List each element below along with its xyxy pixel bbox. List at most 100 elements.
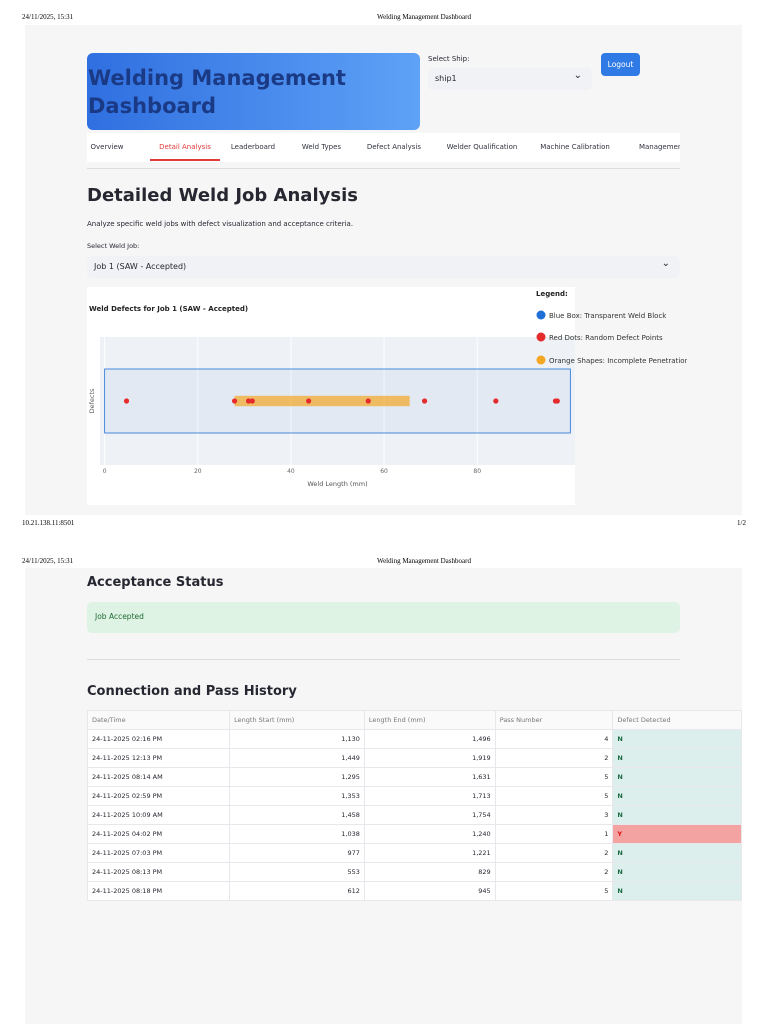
- table-cell: 1,496: [363, 729, 496, 749]
- table-cell: 977: [229, 843, 365, 863]
- table-cell: N: [612, 881, 742, 901]
- table-cell: 2: [494, 843, 614, 863]
- incomplete-penetration: [234, 395, 410, 407]
- table-cell: 1,221: [363, 843, 496, 863]
- table-cell: 2: [494, 862, 614, 882]
- legend-title: Legend:: [536, 290, 568, 298]
- column-header[interactable]: Date/Time: [86, 710, 231, 730]
- table-row: 24-11-2025 10:09 AM 1,458 1,754 3 N: [86, 805, 742, 825]
- defect-point: [123, 398, 130, 404]
- table-cell: N: [612, 729, 742, 749]
- y-axis-label: Defects: [88, 388, 96, 413]
- tab[interactable]: Machine Calibration: [540, 143, 610, 151]
- table-row: 24-11-2025 08:18 PM 612 945 5 N: [86, 881, 742, 901]
- table-cell: 1,449: [229, 748, 365, 768]
- job-label: Select Weld Job:: [87, 242, 140, 250]
- job-value: Job 1 (SAW - Accepted): [94, 262, 187, 271]
- print-page: 1/2: [737, 519, 746, 527]
- x-axis-label: Weld Length (mm): [307, 480, 367, 488]
- table-cell: 5: [494, 881, 614, 901]
- table-cell: 4: [494, 729, 614, 749]
- table-cell: 1,919: [363, 748, 496, 768]
- print-title: Welding Management Dashboard: [377, 13, 471, 21]
- chart: Weld Defects for Job 1 (SAW - Accepted) 0…: [87, 287, 687, 505]
- table-cell: N: [612, 843, 742, 863]
- table-cell: 553: [229, 862, 365, 882]
- defect-point: [421, 398, 428, 404]
- ship-select[interactable]: ship1: [428, 65, 592, 90]
- ship-label: Select Ship:: [428, 55, 470, 63]
- section-description: Analyze specific weld jobs with defect v…: [87, 220, 354, 228]
- table-cell: 1,754: [363, 805, 496, 825]
- x-tick-label: 80: [473, 468, 481, 475]
- logout-button[interactable]: Logout: [601, 53, 640, 76]
- table-cell: 24-11-2025 08:14 AM: [86, 767, 231, 787]
- tab-bar: Overview Detail Analysis Leaderboard Weld T…: [87, 133, 680, 162]
- table-cell: N: [612, 862, 742, 882]
- table-cell: 3: [494, 805, 614, 825]
- table-cell: 24-11-2025 08:18 PM: [86, 881, 231, 901]
- table-row: 24-11-2025 12:13 PM 1,449 1,919 2 N: [86, 748, 742, 768]
- x-tick-label: 40: [287, 468, 295, 475]
- table-cell: 1,130: [229, 729, 365, 749]
- table-cell: 1,458: [229, 805, 365, 825]
- defect-point: [365, 398, 371, 404]
- job-select[interactable]: Job 1 (SAW - Accepted): [87, 253, 680, 278]
- print-title: Welding Management Dashboard: [377, 557, 471, 565]
- table-row: 24-11-2025 07:03 PM 977 1,221 2 N: [86, 843, 742, 863]
- app-title: Welding Management Dashboard: [88, 66, 346, 118]
- table-cell: 5: [494, 767, 614, 787]
- table-cell: 1,631: [363, 767, 496, 787]
- title-banner: Welding Management Dashboard: [87, 53, 420, 130]
- defect-point: [306, 398, 312, 404]
- table-cell: 24-11-2025 10:09 AM: [86, 805, 231, 825]
- table-cell: 1,038: [229, 824, 365, 844]
- defect-point: [231, 398, 238, 404]
- tab[interactable]: Weld Types: [301, 143, 342, 151]
- defect-point: [245, 398, 252, 404]
- column-header[interactable]: Length Start (mm): [229, 710, 365, 730]
- table-row: 24-11-2025 02:59 PM 1,353 1,713 5 N: [86, 786, 742, 806]
- table-row: 24-11-2025 08:14 AM 1,295 1,631 5 N: [86, 767, 742, 787]
- column-header[interactable]: Defect Detected: [612, 710, 742, 730]
- table-cell: 1,713: [363, 786, 496, 806]
- history-heading: Connection and Pass History: [87, 684, 297, 699]
- legend-icon: [536, 355, 546, 365]
- legend-label: Blue Box: Transparent Weld Block: [549, 312, 667, 320]
- table-cell: N: [612, 767, 742, 787]
- table-cell: 24-11-2025 02:16 PM: [86, 729, 231, 749]
- table-cell: 5: [494, 786, 614, 806]
- legend-icon: [536, 310, 546, 320]
- table-cell: 1,353: [229, 786, 365, 806]
- table-cell: N: [612, 748, 742, 768]
- defect-point: [249, 398, 255, 404]
- print-date: 24/11/2025, 15:31: [22, 557, 74, 565]
- tab[interactable]: Defect Analysis: [366, 143, 422, 151]
- divider: [87, 168, 680, 169]
- table-cell: 24-11-2025 07:03 PM: [86, 843, 231, 863]
- tab[interactable]: Management: [638, 143, 680, 151]
- table-cell: 1,240: [363, 824, 496, 844]
- table-cell: 1,295: [229, 767, 365, 787]
- tab[interactable]: Welder Qualification: [446, 143, 518, 151]
- table-cell: 1: [494, 824, 614, 844]
- section-heading: Detailed Weld Job Analysis: [87, 185, 358, 206]
- table-cell: 24-11-2025 12:13 PM: [86, 748, 231, 768]
- table-cell: 24-11-2025 02:59 PM: [86, 786, 231, 806]
- table-cell: 612: [229, 881, 365, 901]
- tab[interactable]: Leaderboard: [230, 143, 276, 151]
- table-row: 24-11-2025 02:16 PM 1,130 1,496 4 N: [86, 729, 742, 749]
- defect-point: [554, 398, 560, 404]
- ship-value: ship1: [435, 74, 457, 83]
- table-row: 24-11-2025 08:13 PM 553 829 2 N: [86, 862, 742, 882]
- column-header[interactable]: Pass Number: [494, 710, 614, 730]
- tab[interactable]: Detail Analysis: [150, 133, 220, 161]
- table-cell: N: [612, 786, 742, 806]
- divider: [87, 659, 680, 660]
- x-tick-label: 20: [194, 468, 202, 475]
- table-cell: Y: [612, 824, 742, 844]
- tab[interactable]: Overview: [90, 143, 124, 151]
- column-header[interactable]: Length End (mm): [363, 710, 496, 730]
- legend-label: Red Dots: Random Defect Points: [549, 334, 663, 342]
